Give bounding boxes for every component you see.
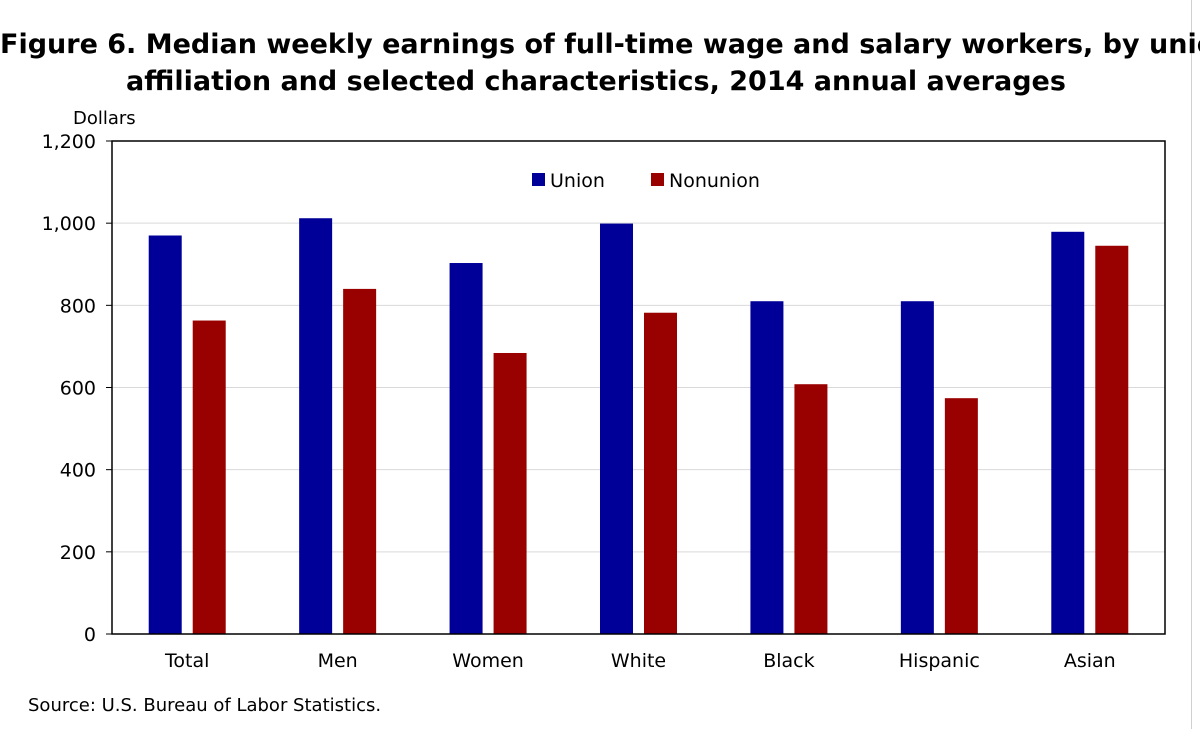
bar-nonunion-total <box>192 320 226 634</box>
bar-union-women <box>449 263 483 634</box>
bar-nonunion-hispanic <box>944 398 978 634</box>
x-tick-label: Black <box>763 650 814 672</box>
bar-nonunion-women <box>493 352 527 634</box>
bar-nonunion-asian <box>1095 245 1129 634</box>
bar-union-men <box>299 218 333 634</box>
legend-swatch-nonunion <box>651 173 664 186</box>
y-tick-label: 1,000 <box>42 213 96 235</box>
y-tick-label: 200 <box>60 542 96 564</box>
bar-union-asian <box>1051 231 1085 634</box>
bars <box>148 218 1129 634</box>
chart-title-line-1: Figure 6. Median weekly earnings of full… <box>0 29 1200 60</box>
legend: Union Nonunion <box>532 170 760 192</box>
gridlines <box>112 222 1165 553</box>
bar-union-total <box>148 235 182 634</box>
y-tick-label: 400 <box>60 460 96 482</box>
legend-swatch-union <box>532 173 545 186</box>
x-tick-label: White <box>611 650 666 672</box>
x-tick-label: Total <box>164 650 209 672</box>
x-tick-label: Women <box>452 650 524 672</box>
bar-nonunion-men <box>343 288 377 634</box>
bar-union-white <box>600 223 633 634</box>
bar-nonunion-black <box>794 384 828 634</box>
y-axis-ticks: 0 200 400 600 800 1,000 1,200 <box>42 131 112 646</box>
x-tick-label: Asian <box>1064 650 1116 672</box>
y-tick-label: 600 <box>60 378 96 400</box>
legend-label-nonunion: Nonunion <box>669 170 760 192</box>
source-note: Source: U.S. Bureau of Labor Statistics. <box>28 695 382 716</box>
chart-title-line-2: affiliation and selected characteristics… <box>126 66 1066 97</box>
x-tick-label: Hispanic <box>899 650 980 672</box>
x-axis-ticks: Total Men Women White Black Hispanic Asian <box>164 650 1116 672</box>
bar-nonunion-white <box>644 312 677 634</box>
bar-union-black <box>750 301 784 634</box>
x-tick-label: Men <box>318 650 358 672</box>
bar-union-hispanic <box>900 301 934 634</box>
y-tick-label: 0 <box>84 624 96 646</box>
y-tick-label: 1,200 <box>42 131 96 153</box>
chart-title: Figure 6. Median weekly earnings of full… <box>0 26 1200 100</box>
legend-label-union: Union <box>550 170 605 192</box>
y-axis-label: Dollars <box>73 108 136 129</box>
y-tick-label: 800 <box>60 295 96 317</box>
